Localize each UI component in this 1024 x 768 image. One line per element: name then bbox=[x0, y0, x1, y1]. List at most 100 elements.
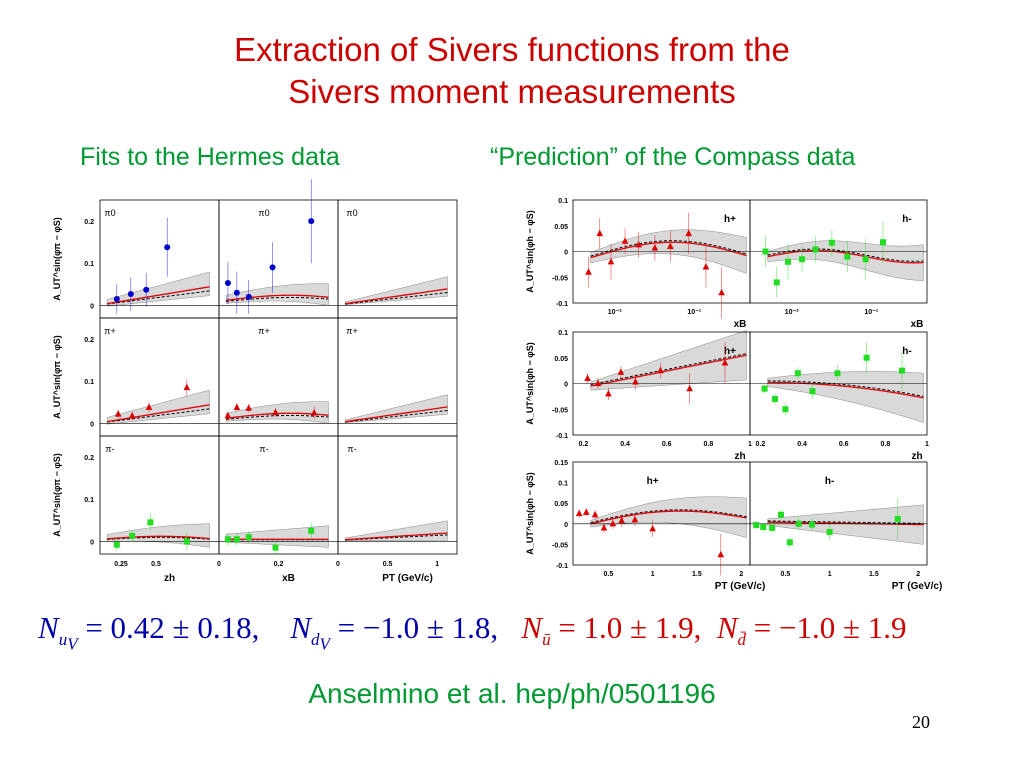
compass-xtick-1-0-1: 0.4 bbox=[620, 441, 630, 448]
hermes-dashed-curve-0-2 bbox=[345, 292, 448, 305]
hermes-dashed-curve-0-0 bbox=[107, 290, 210, 305]
compass-point-0-1-6 bbox=[844, 253, 851, 260]
compass-point-0-0-3 bbox=[621, 237, 629, 244]
hermes-fit-curve-0-1 bbox=[226, 294, 329, 301]
compass-ytick-1-3: -0.05 bbox=[552, 407, 568, 414]
compass-panel-label-2-1: h- bbox=[825, 476, 834, 487]
compass-fit-curve-0-0 bbox=[590, 241, 747, 259]
n-dbar-sub: d̄ bbox=[737, 630, 747, 650]
hermes-band-2-1 bbox=[225, 525, 329, 548]
hermes-panel-label-0-1: π0 bbox=[258, 208, 269, 218]
compass-panel-0-1: h- bbox=[749, 199, 928, 304]
compass-xtick-2-1-3: 2 bbox=[916, 571, 920, 578]
hermes-panel-label-2-0: π- bbox=[105, 444, 114, 454]
hermes-fit-curve-1-0 bbox=[107, 404, 210, 423]
hermes-dashed-curve-1-0 bbox=[107, 408, 210, 423]
compass-ylabel-1: A_UT^sin(φh − φS) bbox=[525, 342, 535, 424]
compass-frame-1-1 bbox=[749, 331, 928, 436]
hermes-ytick-2-1: 0.1 bbox=[84, 497, 94, 504]
hermes-point-2-0-1 bbox=[129, 532, 136, 539]
compass-fit-curve-0-1 bbox=[767, 249, 924, 264]
compass-dashed-curve-2-1 bbox=[767, 520, 924, 524]
compass-panel-2-1: h- bbox=[749, 461, 928, 566]
compass-xtick-2-0-0: 0.5 bbox=[604, 571, 614, 578]
compass-point-2-0-0 bbox=[575, 509, 583, 517]
compass-point-1-1-3 bbox=[794, 370, 801, 377]
hermes-point-2-1-1 bbox=[233, 536, 240, 543]
hermes-fit-curve-2-0 bbox=[107, 535, 210, 540]
subtitle-compass: “Prediction” of the Compass data bbox=[490, 143, 856, 171]
n-uv-subsub: V bbox=[67, 634, 78, 654]
hermes-ytick-1-2: 0 bbox=[90, 421, 94, 428]
compass-xtick-2-0-2: 1.5 bbox=[692, 571, 702, 578]
n-dv-value: = −1.0 ± 1.8, bbox=[329, 610, 499, 645]
compass-point-2-0-1 bbox=[582, 508, 590, 515]
hermes-ytick-0-0: 0.2 bbox=[84, 219, 94, 226]
n-ubar-symbol: N bbox=[521, 610, 543, 645]
hermes-panel-label-1-0: π+ bbox=[104, 326, 115, 336]
compass-point-1-1-4 bbox=[809, 388, 816, 395]
hermes-point-2-1-3 bbox=[272, 544, 279, 551]
compass-point-0-0-8 bbox=[702, 263, 710, 270]
hermes-ylabel-1: A_UT^sin(φπ − φS) bbox=[52, 335, 62, 419]
n-uv-value: = 0.42 ± 0.18, bbox=[77, 610, 260, 645]
compass-point-2-0-8 bbox=[717, 550, 725, 558]
compass-panel-label-1-1: h- bbox=[902, 346, 911, 357]
compass-point-0-0-9 bbox=[718, 288, 725, 296]
hermes-xtick-1-1: 0.2 bbox=[274, 561, 284, 568]
compass-point-0-1-0 bbox=[762, 248, 769, 255]
compass-ytick-2-4: -0.05 bbox=[552, 542, 568, 549]
hermes-xlabel-1: xB bbox=[282, 573, 295, 584]
compass-ytick-1-0: 0.1 bbox=[558, 330, 568, 337]
hermes-point-1-0-1 bbox=[128, 411, 136, 419]
compass-point-0-0-7 bbox=[685, 229, 692, 237]
subtitle-hermes: Fits to the Hermes data bbox=[80, 143, 340, 171]
fit-parameters: NuV = 0.42 ± 0.18, NdV = −1.0 ± 1.8, Nū … bbox=[38, 610, 998, 655]
hermes-panel-0-1: π0 bbox=[218, 178, 339, 319]
hermes-ytick-0-2: 0 bbox=[90, 303, 94, 310]
compass-ytick-0-4: -0.1 bbox=[556, 301, 568, 308]
compass-panel-label-1-0: h+ bbox=[724, 346, 736, 357]
compass-point-1-0-2 bbox=[605, 390, 612, 397]
compass-panel-label-2-0: h+ bbox=[647, 476, 659, 487]
compass-point-0-0-1 bbox=[596, 229, 604, 237]
compass-ytick-0-0: 0.1 bbox=[558, 198, 568, 205]
hermes-xtick-2-1: 0.5 bbox=[383, 561, 393, 568]
hermes-point-1-0-3 bbox=[183, 383, 191, 391]
hermes-point-0-1-1 bbox=[233, 289, 240, 296]
compass-point-0-1-2 bbox=[785, 258, 792, 265]
hermes-xtick-2-0: 0 bbox=[336, 561, 340, 568]
hermes-xtick-1-0: 0 bbox=[217, 561, 221, 568]
compass-band-2-1 bbox=[767, 504, 924, 545]
compass-band-0-1 bbox=[767, 240, 924, 281]
hermes-xlabel-2: PT (GeV/c) bbox=[382, 573, 433, 584]
compass-ytick-2-1: 0.1 bbox=[558, 481, 568, 488]
compass-point-2-0-7 bbox=[649, 524, 656, 532]
n-ubar-value: = 1.0 ± 1.9, bbox=[550, 610, 702, 645]
hermes-point-1-0-2 bbox=[145, 403, 153, 410]
hermes-dashed-curve-1-1 bbox=[226, 414, 329, 420]
hermes-fit-curve-2-2 bbox=[345, 532, 448, 541]
hermes-point-0-1-0 bbox=[224, 280, 231, 287]
hermes-point-1-0-0 bbox=[114, 410, 122, 417]
compass-dashed-curve-1-0 bbox=[590, 353, 747, 386]
compass-point-2-0-6 bbox=[631, 515, 639, 523]
compass-point-2-1-2 bbox=[769, 524, 776, 531]
hermes-dashed-curve-1-2 bbox=[345, 410, 448, 423]
compass-xtick-1-1-1: 0.4 bbox=[797, 441, 807, 448]
compass-point-2-1-6 bbox=[808, 521, 815, 528]
compass-ytick-0-2: 0 bbox=[564, 250, 568, 257]
hermes-point-1-1-1 bbox=[233, 403, 241, 410]
compass-point-0-0-0 bbox=[585, 268, 592, 275]
compass-xtick-1-1-2: 0.6 bbox=[839, 441, 849, 448]
compass-dashed-curve-1-1 bbox=[767, 380, 924, 397]
hermes-point-2-0-2 bbox=[147, 519, 154, 526]
compass-point-0-0-6 bbox=[667, 242, 674, 249]
hermes-point-1-1-4 bbox=[310, 409, 318, 416]
hermes-point-2-0-0 bbox=[113, 541, 120, 548]
n-uv-sub: u bbox=[58, 630, 68, 650]
compass-point-2-0-2 bbox=[591, 510, 599, 518]
compass-xtick-2-1-2: 1.5 bbox=[869, 571, 879, 578]
compass-panel-1-0: h+ bbox=[572, 330, 751, 436]
compass-point-2-1-5 bbox=[795, 520, 802, 527]
